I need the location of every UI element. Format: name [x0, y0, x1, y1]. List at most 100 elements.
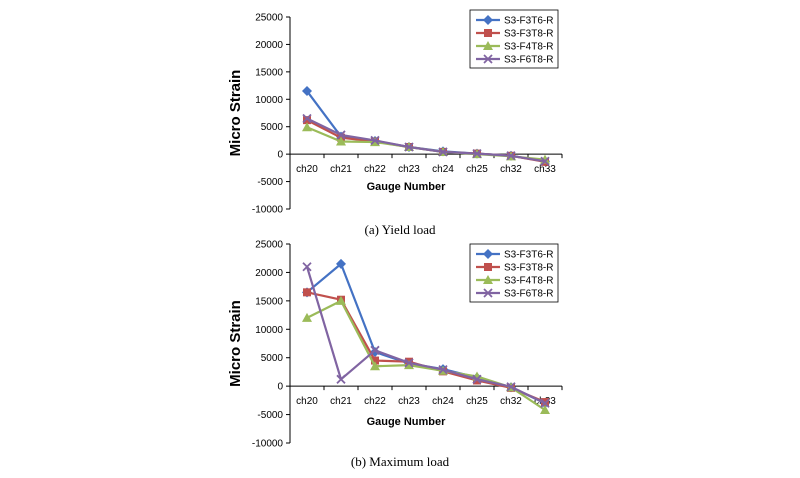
y-tick-label: 15000 [255, 67, 283, 78]
chart-0: -10000 -5000 0 5000 10000 15000 20000 25000 ch20… [227, 9, 563, 237]
data-point [302, 262, 312, 272]
legend-label: S3-F6T8-R [504, 55, 553, 66]
x-tick-label: ch21 [330, 396, 352, 407]
legend-label: S3-F4T8-R [504, 276, 553, 287]
y-axis-title: Micro Strain [227, 70, 244, 157]
legend-marker [483, 288, 493, 298]
legend-label: S3-F3T6-R [504, 250, 553, 261]
x-tick-label: ch24 [432, 396, 454, 407]
legend-marker [483, 275, 493, 284]
data-point-stroke-b [438, 147, 448, 157]
data-point [302, 312, 312, 322]
chart-1: -10000 -5000 0 5000 10000 15000 20000 25000 ch20… [227, 240, 563, 469]
x-axis-title: Gauge Number [367, 181, 447, 193]
series-line [306, 299, 546, 411]
data-point-stroke-b [438, 365, 448, 375]
legend-item: S3-F3T8-R [476, 29, 553, 40]
series-S3-F6T8-R [302, 262, 550, 408]
x-tick-label: ch23 [398, 396, 420, 407]
legend-item: S3-F3T8-R [476, 263, 553, 274]
x-tick-label: ch23 [398, 164, 420, 175]
data-point [302, 113, 312, 124]
legend-label: S3-F3T8-R [504, 263, 553, 274]
x-tick-label: ch33 [534, 164, 556, 175]
legend: S3-F3T6-R S3-F3T8-R S3-F4T8-R S3-F6T8-R [469, 243, 559, 303]
data-point [404, 358, 414, 368]
data-point [303, 116, 311, 125]
y-tick-label: -5000 [257, 410, 283, 421]
y-tick-label: 5000 [261, 353, 284, 364]
series-S3-F6T8-R [302, 113, 550, 166]
data-point [506, 151, 516, 161]
x-tick-label: ch24 [432, 164, 454, 175]
data-point-stroke-b [404, 142, 414, 152]
legend-marker [484, 263, 492, 271]
legend: S3-F3T6-R S3-F3T8-R S3-F4T8-R S3-F6T8-R [469, 9, 559, 69]
data-point [540, 398, 550, 408]
data-point [404, 142, 414, 152]
data-point [472, 374, 482, 384]
data-point-stroke-b [302, 262, 312, 272]
data-point [506, 382, 516, 392]
legend-marker [483, 249, 493, 259]
y-tick-label: 0 [277, 382, 283, 393]
legend-item: S3-F6T8-R [476, 288, 553, 300]
data-point-stroke-b [472, 374, 482, 384]
data-point-stroke-b [506, 151, 516, 161]
legend-marker-stroke-b [483, 288, 493, 298]
legend-item: S3-F4T8-R [476, 275, 553, 287]
x-tick-label: ch32 [500, 164, 522, 175]
legend-item: S3-F4T8-R [476, 41, 553, 53]
data-point [370, 135, 380, 146]
y-tick-label: 25000 [255, 13, 283, 24]
data-point-stroke-b [404, 358, 414, 368]
data-point [540, 156, 550, 166]
x-tick-label: ch22 [364, 164, 386, 175]
data-point [302, 86, 312, 97]
data-point [336, 136, 346, 146]
data-point [370, 361, 380, 371]
data-point [336, 374, 346, 384]
y-tick-label: 0 [277, 150, 283, 161]
legend-item: S3-F6T8-R [476, 54, 553, 66]
data-point [303, 288, 311, 297]
data-point-stroke-b [472, 148, 482, 159]
x-tick-label: ch22 [364, 396, 386, 407]
legend-marker-stroke-b [483, 54, 493, 64]
data-point [336, 295, 346, 305]
data-point [472, 148, 482, 159]
data-point-stroke-b [370, 135, 380, 146]
data-point-stroke-b [302, 113, 312, 124]
x-tick-label: ch20 [296, 164, 318, 175]
data-point-stroke-b [506, 382, 516, 392]
data-point-stroke-b [336, 130, 346, 140]
y-tick-label: 5000 [261, 122, 284, 133]
data-point [438, 365, 448, 375]
legend-item: S3-F3T6-R [476, 15, 553, 27]
x-tick-label: ch21 [330, 164, 352, 175]
legend-label: S3-F3T6-R [504, 16, 553, 27]
y-tick-label: -10000 [252, 439, 284, 450]
x-tick-label: ch32 [500, 396, 522, 407]
legend-marker [483, 41, 493, 50]
data-point [404, 360, 414, 370]
series-line [305, 266, 546, 405]
y-tick-label: -5000 [257, 177, 283, 188]
y-tick-label: -10000 [252, 205, 284, 216]
x-tick-label: ch25 [466, 164, 488, 175]
y-axis-title: Micro Strain [227, 300, 244, 387]
y-tick-label: 20000 [255, 40, 283, 51]
data-point-stroke-b [370, 345, 380, 355]
legend-marker [483, 54, 493, 64]
legend-item: S3-F3T6-R [476, 249, 553, 261]
legend-marker [483, 15, 493, 25]
figure-caption: (b) Maximum load [351, 454, 450, 469]
legend-label: S3-F4T8-R [504, 42, 553, 53]
figure-caption: (a) Yield load [365, 222, 436, 237]
data-point [336, 130, 346, 140]
data-point-stroke-b [336, 374, 346, 384]
y-tick-label: 15000 [255, 296, 283, 307]
x-tick-label: ch20 [296, 396, 318, 407]
y-tick-label: 10000 [255, 325, 283, 336]
